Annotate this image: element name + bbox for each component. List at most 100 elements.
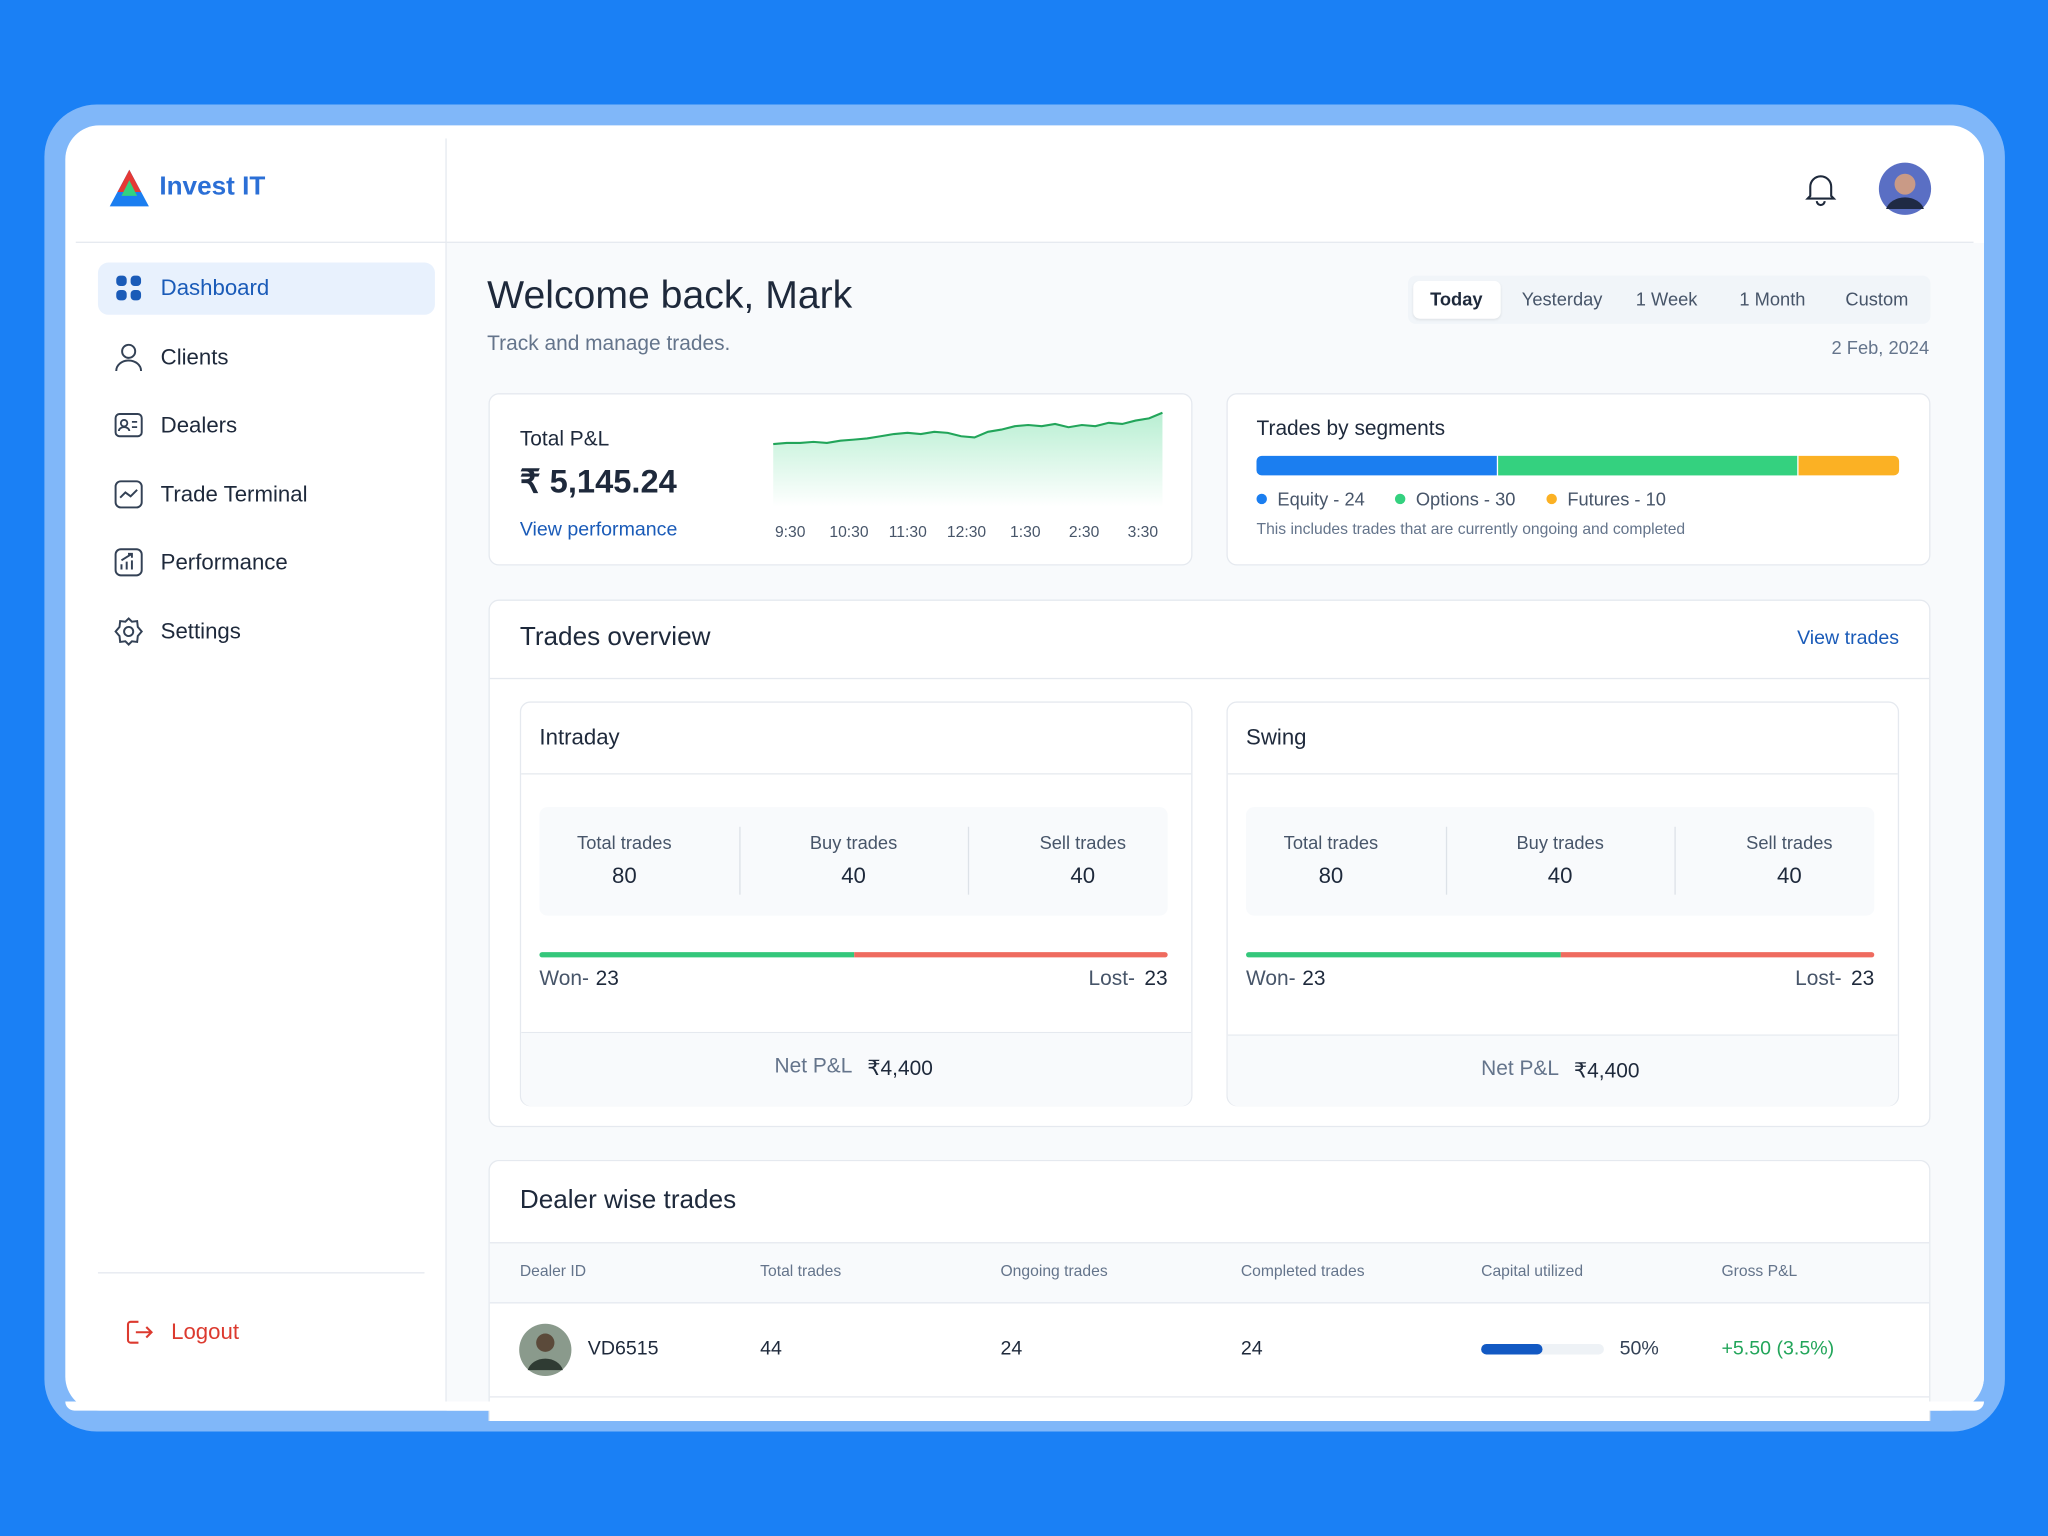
nav-item[interactable]: Dashboard [160, 275, 270, 301]
window-bottom-mask [65, 1401, 1984, 1411]
segments-card [1226, 393, 1931, 566]
net-label: Net P&L [774, 1055, 853, 1078]
legend-label: Equity - 24 [1277, 488, 1365, 510]
time-label: 2:30 [1068, 522, 1100, 541]
time-label: 10:30 [829, 522, 869, 541]
logo [109, 169, 149, 207]
range-tab[interactable]: 1 Month [1739, 288, 1806, 310]
nav-item[interactable]: Clients [160, 344, 229, 369]
sidebar-divider [445, 138, 447, 1406]
nav-icon [116, 275, 142, 301]
segment-bar [1798, 455, 1900, 476]
sparkline [773, 411, 1163, 507]
cell: 44 [760, 1337, 782, 1360]
stat-value: 40 [1777, 863, 1802, 889]
stat-value: 80 [611, 863, 637, 889]
won-value: 23 [595, 967, 619, 991]
capital-track [1481, 1343, 1604, 1355]
nav-active-bg [97, 262, 435, 315]
cell: 24 [1240, 1337, 1263, 1360]
divider [489, 677, 1930, 680]
overview-link[interactable]: View trades [1797, 626, 1900, 650]
nav-icon [114, 479, 143, 508]
nav-item[interactable]: Settings [160, 618, 241, 644]
time-label: 9:30 [774, 522, 806, 541]
lost-value: 23 [1144, 967, 1168, 991]
page-title: Welcome back, Mark [487, 274, 853, 318]
column-header: Dealer ID [519, 1261, 587, 1280]
stats-bg [539, 807, 1168, 916]
nav-icon [114, 616, 144, 646]
table-row-border [489, 1396, 1930, 1398]
legend-dot [1394, 493, 1406, 505]
divider [521, 773, 1192, 775]
segments-title: Trades by segments [1256, 417, 1446, 441]
pnl-value: ₹ 5,145.24 [519, 463, 677, 501]
gross-pnl: +5.50 (3.5%) [1721, 1337, 1835, 1360]
time-label: 11:30 [888, 522, 927, 541]
table-header-bg [489, 1242, 1930, 1304]
time-label: 3:30 [1127, 522, 1159, 541]
stat-label: Buy trades [1516, 831, 1604, 853]
pnl-link[interactable]: View performance [519, 518, 678, 541]
nav-icon [115, 343, 143, 371]
segment-bar [1256, 455, 1497, 476]
column-header: Capital utilized [1481, 1261, 1584, 1280]
divider [1227, 773, 1898, 775]
range-tab[interactable]: 1 Week [1635, 288, 1698, 310]
range-tab[interactable]: Today [1430, 288, 1483, 310]
capital-label: 50% [1619, 1337, 1659, 1360]
net-value: ₹4,400 [1573, 1060, 1640, 1083]
stat-label: Total trades [577, 831, 672, 853]
nav-item[interactable]: Trade Terminal [160, 481, 308, 507]
pnl-label: Total P&L [519, 428, 610, 451]
avatar[interactable] [1878, 162, 1932, 216]
logout[interactable]: Logout [171, 1319, 240, 1344]
tab-active [1413, 280, 1501, 319]
capital-bar [1481, 1343, 1543, 1355]
stats-divider [1445, 826, 1447, 895]
lost-label: Lost- [1795, 967, 1842, 991]
sparkline-line [773, 411, 1163, 446]
panel-title: Intraday [539, 724, 620, 750]
range-tab[interactable]: Custom [1845, 288, 1909, 310]
brand: Invest IT [159, 172, 266, 202]
header-divider [75, 241, 1974, 243]
stat-label: Total trades [1283, 831, 1379, 853]
nav-item[interactable]: Dealers [160, 412, 238, 438]
time-label: 12:30 [946, 522, 987, 541]
segments-note: This includes trades that are currently … [1256, 519, 1686, 539]
legend-label: Options - 30 [1415, 488, 1516, 510]
overview-title: Trades overview [519, 623, 711, 652]
legend-dot [1256, 493, 1267, 505]
range-tab[interactable]: Yesterday [1521, 288, 1603, 310]
stat-label: Sell trades [1746, 831, 1833, 853]
stat-value: 80 [1318, 863, 1344, 889]
stats-divider [967, 826, 970, 895]
stats-bg [1246, 807, 1875, 916]
sparkline-area [773, 412, 1163, 507]
stats-divider [738, 826, 740, 895]
won-label: Won- [539, 967, 589, 991]
bell-icon[interactable] [1805, 172, 1837, 207]
cell: 24 [1000, 1337, 1023, 1360]
stat-value: 40 [841, 863, 866, 889]
legend-label: Futures - 10 [1567, 488, 1666, 510]
won-value: 23 [1302, 967, 1326, 991]
nav-item[interactable]: Performance [160, 549, 288, 575]
net-value: ₹4,400 [867, 1057, 933, 1081]
stat-label: Sell trades [1039, 831, 1126, 853]
logout-icon [126, 1320, 153, 1344]
stats-divider [1674, 826, 1676, 895]
stat-value: 40 [1070, 863, 1096, 889]
column-header: Completed trades [1240, 1261, 1365, 1280]
nav-icon [114, 413, 143, 438]
column-header: Ongoing trades [1000, 1261, 1108, 1280]
dealer-avatar [519, 1323, 572, 1376]
lost-bar [1560, 952, 1875, 958]
won-bar [539, 952, 854, 958]
subtitle: Track and manage trades. [487, 333, 731, 356]
net-bg [1227, 1034, 1898, 1107]
